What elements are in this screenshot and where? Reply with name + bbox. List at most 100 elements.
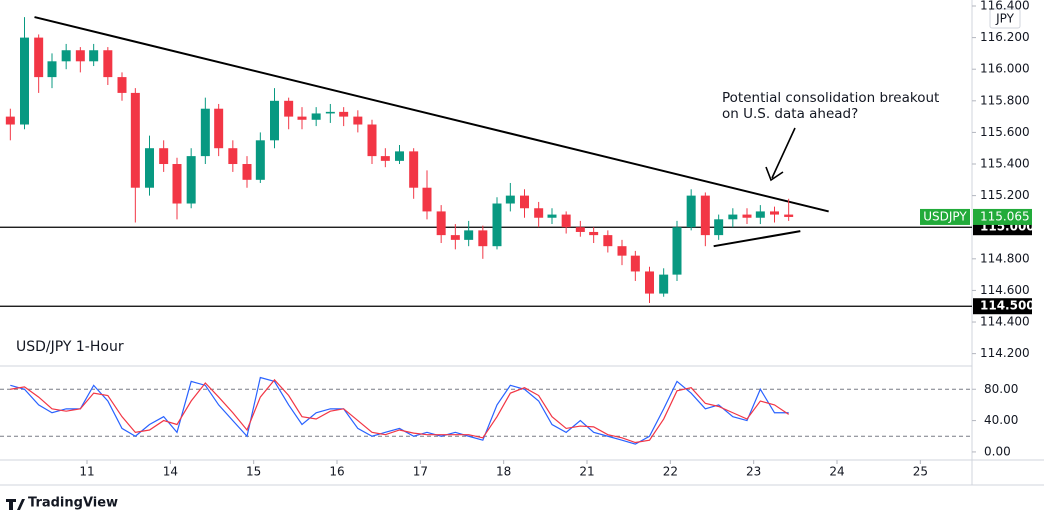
candle-body bbox=[297, 116, 307, 120]
candle-body bbox=[20, 37, 29, 125]
candle-body bbox=[492, 203, 502, 247]
candle-body bbox=[505, 195, 515, 204]
x-tick-label: 23 bbox=[746, 465, 761, 479]
candle-body bbox=[145, 148, 154, 188]
x-tick-label: 22 bbox=[663, 465, 678, 479]
candle-body bbox=[728, 214, 738, 220]
candle-body bbox=[200, 108, 210, 157]
y-tick-label: 116.200 bbox=[980, 30, 1030, 44]
trend-line bbox=[34, 16, 829, 213]
candle-body bbox=[755, 211, 765, 218]
candle-body bbox=[34, 37, 44, 78]
candle-body bbox=[61, 50, 71, 62]
candle-body bbox=[784, 214, 794, 217]
candle-body bbox=[47, 61, 57, 78]
candle-body bbox=[520, 195, 529, 209]
candle-body bbox=[367, 124, 377, 157]
annotation: on U.S. data ahead? bbox=[722, 106, 858, 122]
candle-body bbox=[117, 77, 127, 93]
candle-body bbox=[575, 227, 585, 232]
y-tick-label: 116.000 bbox=[980, 62, 1030, 76]
candle-body bbox=[159, 148, 169, 165]
candle-body bbox=[103, 50, 113, 78]
x-tick-label: 16 bbox=[329, 465, 344, 479]
candle-body bbox=[672, 227, 682, 275]
candle-body bbox=[700, 195, 710, 236]
y-tick-label: 114.600 bbox=[980, 283, 1030, 297]
candle-body bbox=[534, 208, 544, 218]
candle-body bbox=[339, 111, 349, 117]
candle-body bbox=[380, 156, 390, 161]
candle-body bbox=[311, 113, 321, 120]
candle-body bbox=[284, 100, 294, 117]
candle-body bbox=[686, 195, 696, 228]
osc-tick-label: 0.00 bbox=[984, 444, 1011, 458]
level-label: 114.500 bbox=[980, 299, 1035, 313]
x-tick-label: 18 bbox=[496, 465, 511, 479]
osc-tick-label: 40.00 bbox=[984, 413, 1018, 427]
candle-body bbox=[422, 187, 432, 212]
candle-body bbox=[742, 214, 752, 218]
osc-tick-label: 80.00 bbox=[984, 382, 1018, 396]
x-tick-label: 24 bbox=[829, 465, 844, 479]
candle-body bbox=[75, 50, 85, 62]
candle-body bbox=[617, 246, 627, 256]
candle-body bbox=[172, 164, 182, 204]
y-tick-label: 116.400 bbox=[980, 0, 1030, 13]
candle-body bbox=[395, 151, 404, 161]
chart-title: USD/JPY 1-Hour bbox=[16, 339, 124, 355]
candle-body bbox=[89, 50, 99, 62]
x-tick-label: 21 bbox=[579, 465, 594, 479]
candle-body bbox=[409, 151, 419, 188]
y-tick-label: 114.800 bbox=[980, 251, 1030, 265]
candle-body bbox=[228, 148, 238, 165]
level-box bbox=[973, 298, 1032, 315]
brand: TradingView bbox=[28, 496, 118, 511]
candle-body bbox=[436, 211, 446, 236]
candle-body bbox=[353, 116, 363, 125]
y-tick-label: 115.200 bbox=[980, 188, 1030, 202]
candle-body bbox=[130, 92, 140, 188]
candle-body bbox=[242, 164, 252, 180]
y-tick-label: 115.400 bbox=[980, 157, 1030, 171]
x-tick-label: 11 bbox=[79, 465, 94, 479]
annotation: Potential consolidation breakout bbox=[722, 90, 939, 106]
candle-body bbox=[214, 108, 224, 149]
x-tick-label: 15 bbox=[246, 465, 261, 479]
x-tick-label: 25 bbox=[913, 465, 928, 479]
candle-body bbox=[645, 271, 654, 294]
y-tick-label: 114.400 bbox=[980, 315, 1030, 329]
currency: JPY bbox=[995, 12, 1015, 26]
candle-body bbox=[325, 111, 335, 114]
candle-body bbox=[659, 274, 669, 294]
annotation-arrow bbox=[765, 127, 796, 182]
candle-body bbox=[589, 231, 599, 236]
candle-body bbox=[5, 116, 15, 125]
last-price-name: USDJPY bbox=[923, 209, 967, 223]
candle-body bbox=[547, 214, 557, 218]
candle-body bbox=[603, 235, 613, 247]
last-price-tag bbox=[920, 208, 970, 225]
last-price-box bbox=[973, 208, 1032, 225]
last-price-label: 115.065 bbox=[980, 209, 1030, 223]
brand-logo bbox=[6, 499, 25, 510]
candle-body bbox=[770, 211, 779, 215]
candle-body bbox=[186, 156, 196, 204]
y-tick-label: 115.800 bbox=[980, 93, 1030, 107]
osc-line bbox=[10, 376, 789, 445]
y-tick-label: 114.200 bbox=[980, 346, 1030, 360]
x-tick-label: 14 bbox=[163, 465, 178, 479]
candle-body bbox=[478, 230, 488, 247]
candle-body bbox=[630, 255, 640, 272]
candle-body bbox=[450, 235, 460, 240]
y-tick-label: 115.600 bbox=[980, 125, 1030, 139]
candle-body bbox=[561, 214, 571, 228]
candle-body bbox=[255, 140, 265, 180]
x-tick-label: 17 bbox=[413, 465, 428, 479]
candle-body bbox=[270, 100, 279, 141]
candle-body bbox=[714, 219, 724, 236]
trend-line bbox=[713, 230, 801, 248]
candle-body bbox=[464, 230, 474, 240]
